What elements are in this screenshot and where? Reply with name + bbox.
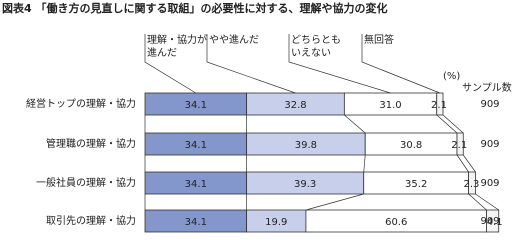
connector-line bbox=[305, 193, 364, 211]
sample-size: 909 bbox=[480, 178, 499, 189]
connector-line bbox=[462, 154, 476, 173]
value-label: 35.2 bbox=[405, 179, 427, 190]
chart-svg: 図表4 「働き方の見直しに関する取組」の必要性に対する、理解や協力の変化 (%)… bbox=[2, 1, 512, 233]
value-label: 2.1 bbox=[451, 140, 467, 151]
connector-line bbox=[344, 114, 366, 134]
value-label: 4.1 bbox=[487, 217, 503, 228]
legend-label: やや進んだ bbox=[209, 35, 259, 46]
value-label: 34.1 bbox=[185, 179, 207, 190]
bar-segment bbox=[456, 132, 464, 156]
legend-label: 理解・協力が進んだ bbox=[147, 35, 207, 59]
connector-line bbox=[475, 193, 499, 211]
value-label: 39.8 bbox=[295, 140, 317, 151]
value-label: 30.8 bbox=[400, 140, 422, 151]
legend-leader bbox=[144, 34, 196, 94]
value-label: 2.3 bbox=[464, 179, 480, 190]
connector-line bbox=[456, 154, 469, 173]
unit-label: (%) bbox=[443, 71, 460, 82]
value-label: 32.8 bbox=[284, 100, 306, 111]
category-label: 一般社員の理解・協力 bbox=[36, 176, 136, 189]
bar-segment bbox=[468, 171, 476, 195]
chart: 図表4 「働き方の見直しに関する取組」の必要性に対する、理解や協力の変化 (%)… bbox=[2, 1, 512, 233]
legend-label: 無回答 bbox=[364, 35, 394, 46]
value-label: 34.1 bbox=[185, 217, 207, 228]
category-label: 管理職の理解・協力 bbox=[46, 137, 136, 150]
value-label: 31.0 bbox=[379, 100, 401, 111]
connector-line bbox=[363, 154, 366, 173]
value-label: 39.3 bbox=[294, 179, 316, 190]
sample-size: 909 bbox=[480, 99, 499, 110]
sample-size: 909 bbox=[480, 139, 499, 150]
connector-line bbox=[468, 193, 487, 211]
value-label: 34.1 bbox=[185, 100, 207, 111]
connector-line bbox=[442, 114, 464, 134]
connector-line bbox=[436, 114, 458, 134]
legend-leader bbox=[361, 34, 441, 94]
legend-label: どちらともいえない bbox=[291, 35, 341, 59]
value-label: 60.6 bbox=[385, 217, 407, 228]
legend-leader bbox=[206, 34, 296, 94]
value-label: 34.1 bbox=[185, 140, 207, 151]
category-label: 取引先の理解・協力 bbox=[46, 214, 136, 227]
sample-size: 909 bbox=[480, 216, 499, 227]
legend-leader bbox=[288, 34, 391, 94]
category-label: 経営トップの理解・協力 bbox=[26, 97, 136, 110]
chart-title: 図表4 「働き方の見直しに関する取組」の必要性に対する、理解や協力の変化 bbox=[2, 1, 387, 15]
sample-header: サンプル数 bbox=[462, 81, 512, 94]
bar-segment bbox=[486, 209, 500, 233]
value-label: 19.9 bbox=[265, 217, 287, 228]
value-label: 2.1 bbox=[431, 100, 447, 111]
